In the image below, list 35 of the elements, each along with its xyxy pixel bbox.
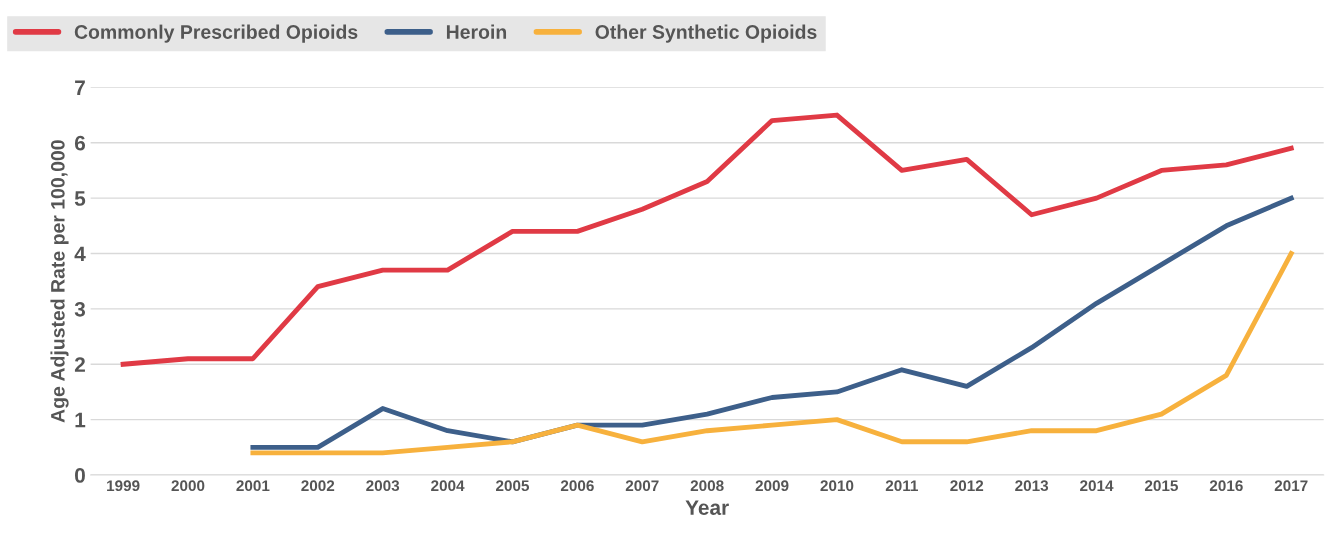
y-tick-label: 6 — [74, 135, 86, 151]
x-tick-label: 2014 — [1080, 480, 1114, 492]
y-tick-label: 7 — [75, 80, 85, 95]
x-tick-label: 2001 — [236, 480, 270, 492]
line-series — [250, 195, 1294, 450]
x-tick-label: 2017 — [1274, 480, 1308, 492]
x-tick-label: 2003 — [366, 480, 400, 492]
x-tick-label: 2000 — [171, 480, 205, 492]
y-tick-label: 3 — [74, 301, 86, 317]
line-series — [250, 251, 1294, 456]
y-tick-label: 0 — [75, 468, 85, 483]
y-tick-label: 4 — [74, 246, 86, 262]
x-tick-label: 2004 — [431, 480, 465, 492]
x-tick-label: 2010 — [820, 480, 854, 492]
x-tick-label: 2013 — [1015, 480, 1049, 492]
line-series — [120, 112, 1294, 367]
legend-label: Commonly Prescribed Opioids — [74, 24, 358, 43]
x-axis-title: Year — [685, 500, 729, 515]
y-tick-label: 1 — [75, 412, 86, 428]
y-axis-title: Age Adjusted Rate per 100,000 — [50, 140, 69, 423]
x-tick-label: 1999 — [107, 480, 140, 492]
x-tick-label: 2015 — [1144, 480, 1178, 492]
legend-label: Heroin — [446, 24, 507, 39]
x-tick-label: 2016 — [1209, 480, 1243, 492]
x-tick-label: 2007 — [625, 480, 659, 492]
x-tick-label: 2005 — [496, 480, 530, 492]
x-tick-label: 2008 — [690, 480, 724, 492]
y-tick-label: 2 — [74, 357, 85, 372]
x-tick-label: 2002 — [301, 480, 335, 492]
x-tick-label: 2012 — [950, 480, 984, 492]
legend-label: Other Synthetic Opioids — [595, 24, 817, 43]
x-tick-label: 2009 — [755, 480, 789, 492]
x-tick-label: 2006 — [560, 480, 594, 492]
y-tick-label: 5 — [74, 191, 86, 206]
x-tick-label: 2011 — [885, 480, 918, 492]
